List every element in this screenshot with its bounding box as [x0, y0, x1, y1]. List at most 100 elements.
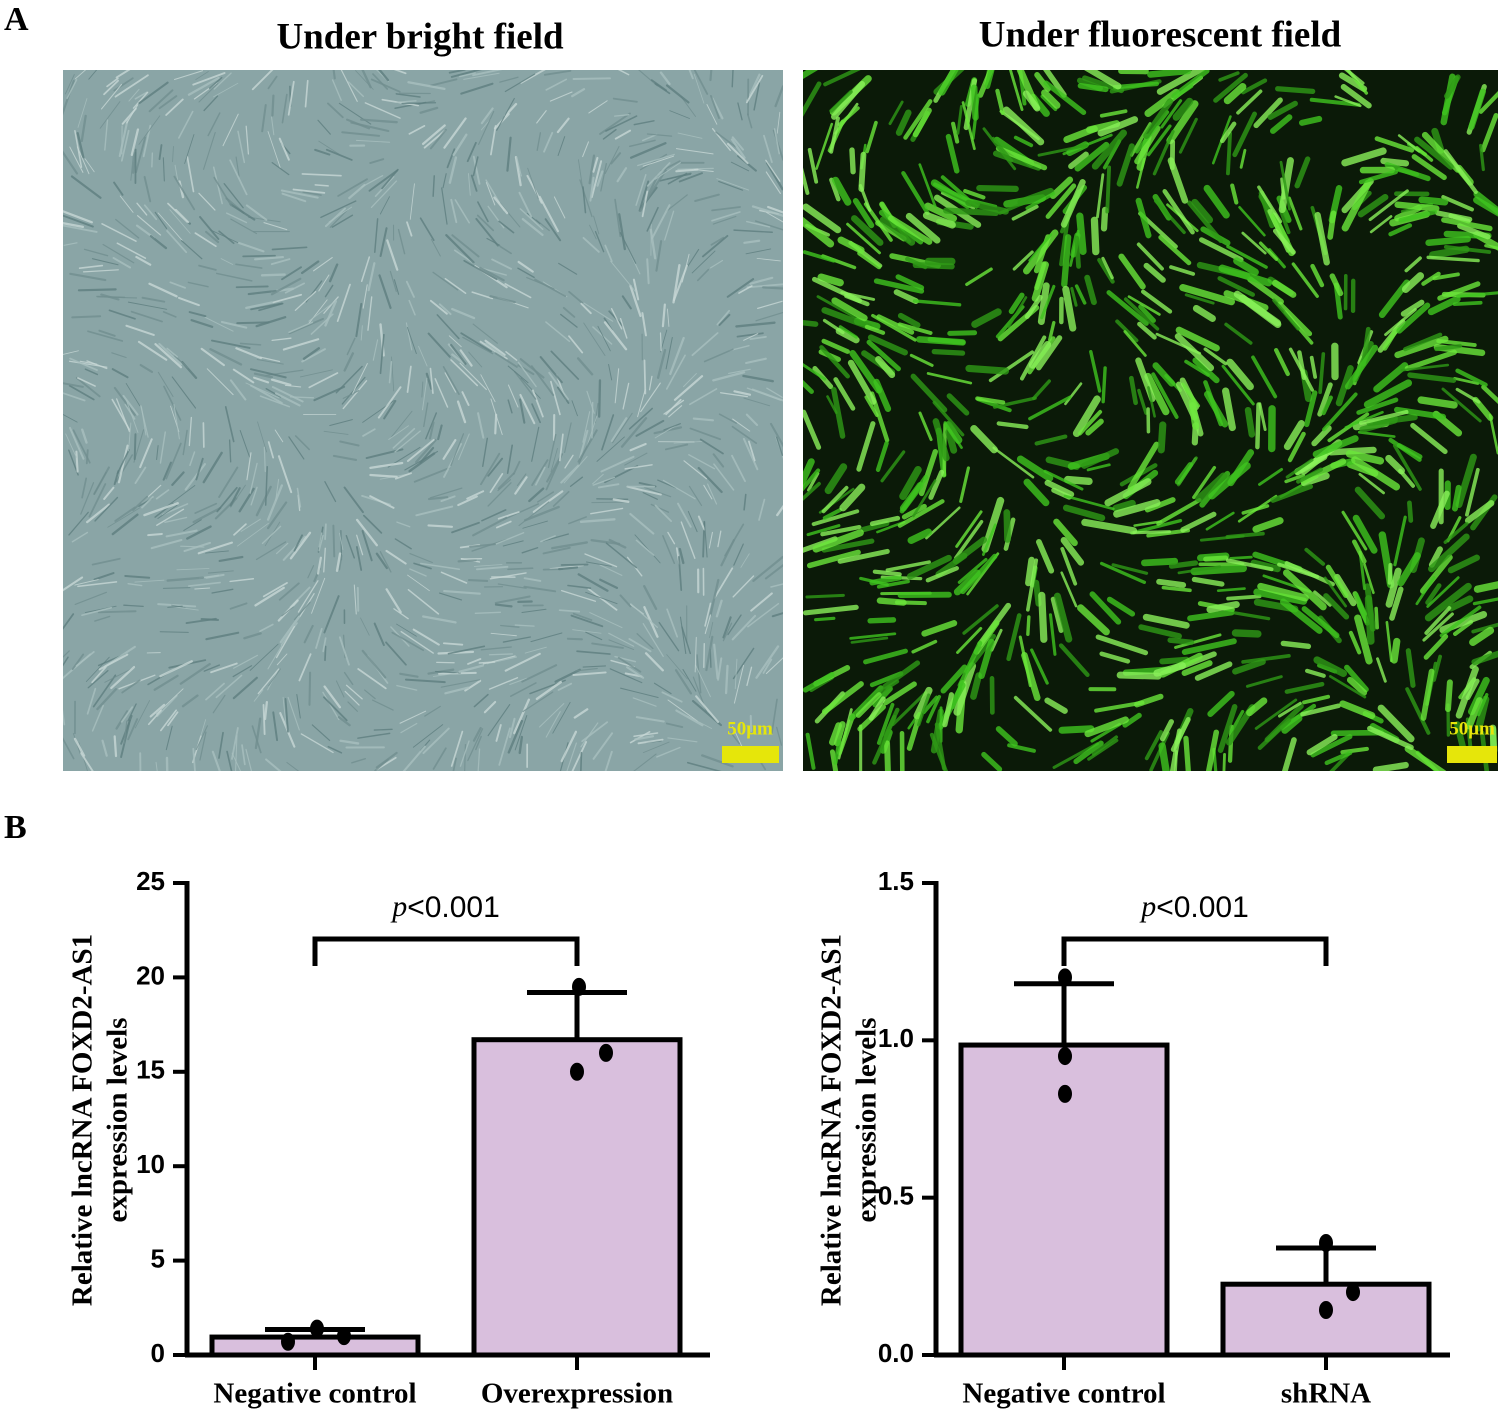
cell	[489, 473, 504, 493]
cell	[1036, 335, 1063, 371]
cell	[167, 202, 189, 223]
cell	[932, 418, 950, 462]
cell	[976, 184, 1019, 192]
cell	[1195, 472, 1228, 503]
cell	[360, 256, 371, 282]
cell	[737, 102, 743, 121]
cell	[113, 735, 118, 758]
cell	[172, 145, 174, 163]
cell	[373, 622, 385, 647]
cell	[634, 735, 655, 741]
cell	[423, 402, 429, 428]
cell	[1143, 262, 1166, 283]
cell	[641, 312, 647, 337]
cell	[1199, 534, 1245, 542]
cell	[1451, 484, 1462, 512]
cell	[863, 648, 908, 665]
cell	[118, 118, 129, 158]
cell	[1091, 735, 1119, 756]
cell	[486, 237, 501, 246]
cell	[1367, 725, 1414, 750]
cell	[718, 180, 744, 191]
cell	[803, 81, 822, 117]
cell	[839, 483, 866, 512]
cell	[448, 70, 466, 74]
cell	[322, 691, 340, 721]
cell	[838, 325, 858, 339]
cell	[608, 632, 635, 647]
cell	[851, 215, 884, 246]
cell	[540, 535, 556, 543]
cell	[675, 148, 714, 155]
cell	[931, 348, 966, 356]
cell-texture	[63, 70, 783, 771]
cell	[543, 70, 572, 76]
cell	[743, 493, 747, 511]
cell	[1028, 340, 1052, 369]
cell	[104, 119, 109, 151]
cell	[518, 735, 524, 755]
cell	[1478, 90, 1498, 114]
cell	[803, 203, 842, 234]
cell	[460, 332, 492, 353]
cell	[232, 368, 255, 384]
cell	[905, 212, 941, 244]
cell	[1231, 629, 1262, 638]
cell	[1229, 709, 1245, 734]
cell	[462, 336, 494, 355]
cell	[803, 167, 810, 195]
cell	[1191, 198, 1214, 224]
cell	[65, 433, 77, 458]
cell	[245, 125, 250, 155]
significance-bracket	[1061, 936, 1329, 966]
cell	[487, 205, 505, 229]
cell	[93, 572, 115, 581]
cell	[1034, 261, 1047, 291]
cell	[156, 445, 159, 461]
cell	[265, 758, 282, 771]
cell	[245, 301, 273, 310]
cell	[1141, 557, 1179, 567]
cell	[703, 348, 734, 363]
cell	[324, 481, 337, 503]
cell	[355, 518, 378, 547]
cell	[1203, 555, 1229, 562]
cell	[181, 694, 199, 708]
cell	[665, 84, 690, 104]
cell	[1147, 70, 1192, 78]
cell	[599, 112, 631, 135]
cell	[806, 549, 861, 569]
cell	[1134, 693, 1164, 708]
cell	[677, 132, 703, 139]
cell	[1073, 740, 1104, 765]
cell	[77, 288, 117, 292]
cell	[724, 664, 729, 695]
cell	[1184, 359, 1210, 377]
cell	[1404, 256, 1422, 273]
cell	[746, 73, 761, 102]
cell	[284, 282, 305, 294]
cell	[370, 78, 401, 93]
cell	[1130, 518, 1183, 535]
cell	[1444, 74, 1461, 99]
annotation-italic: p	[390, 890, 407, 923]
cell	[1354, 486, 1386, 520]
cell	[1418, 196, 1449, 206]
cell	[194, 587, 211, 590]
cell	[301, 348, 326, 363]
cell	[1246, 697, 1268, 717]
cell	[1198, 237, 1244, 263]
cell	[701, 234, 729, 258]
cell	[556, 117, 570, 134]
cell	[165, 529, 198, 538]
cell	[132, 495, 149, 512]
cell	[69, 146, 84, 173]
cell	[213, 176, 233, 207]
cell	[965, 364, 1010, 375]
cell	[691, 332, 719, 357]
cell	[953, 662, 977, 716]
cell	[833, 739, 842, 765]
cell	[226, 212, 248, 224]
cell	[1034, 434, 1068, 446]
cell	[370, 180, 398, 209]
